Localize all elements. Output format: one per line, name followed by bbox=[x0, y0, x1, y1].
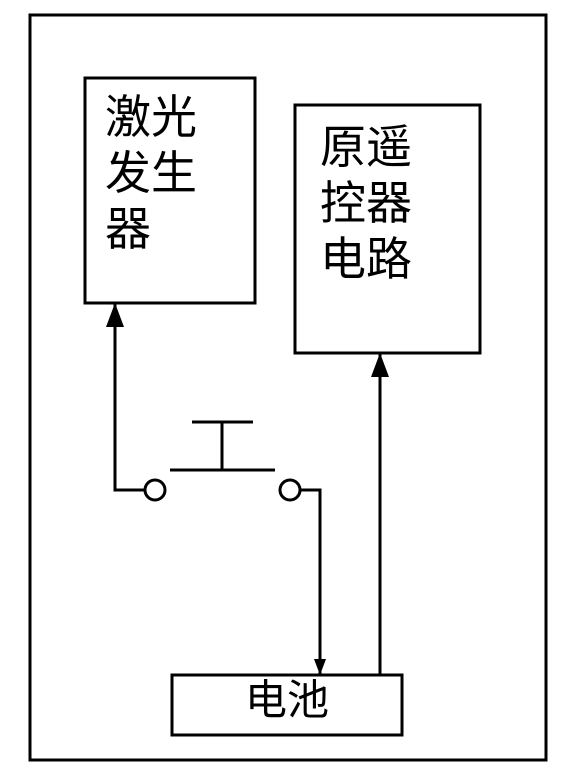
remote-circuit-label: 原遥 bbox=[320, 122, 412, 173]
remote-circuit-label: 控器 bbox=[320, 178, 412, 229]
laser-generator-label: 器 bbox=[105, 204, 151, 255]
battery-label: 电池 bbox=[245, 679, 329, 725]
remote-circuit-label: 电路 bbox=[320, 234, 412, 285]
switch-terminal-left bbox=[145, 480, 165, 500]
switch-terminal-right bbox=[280, 480, 300, 500]
laser-generator-label: 激光 bbox=[105, 92, 197, 143]
laser-generator-label: 发生 bbox=[105, 148, 197, 199]
